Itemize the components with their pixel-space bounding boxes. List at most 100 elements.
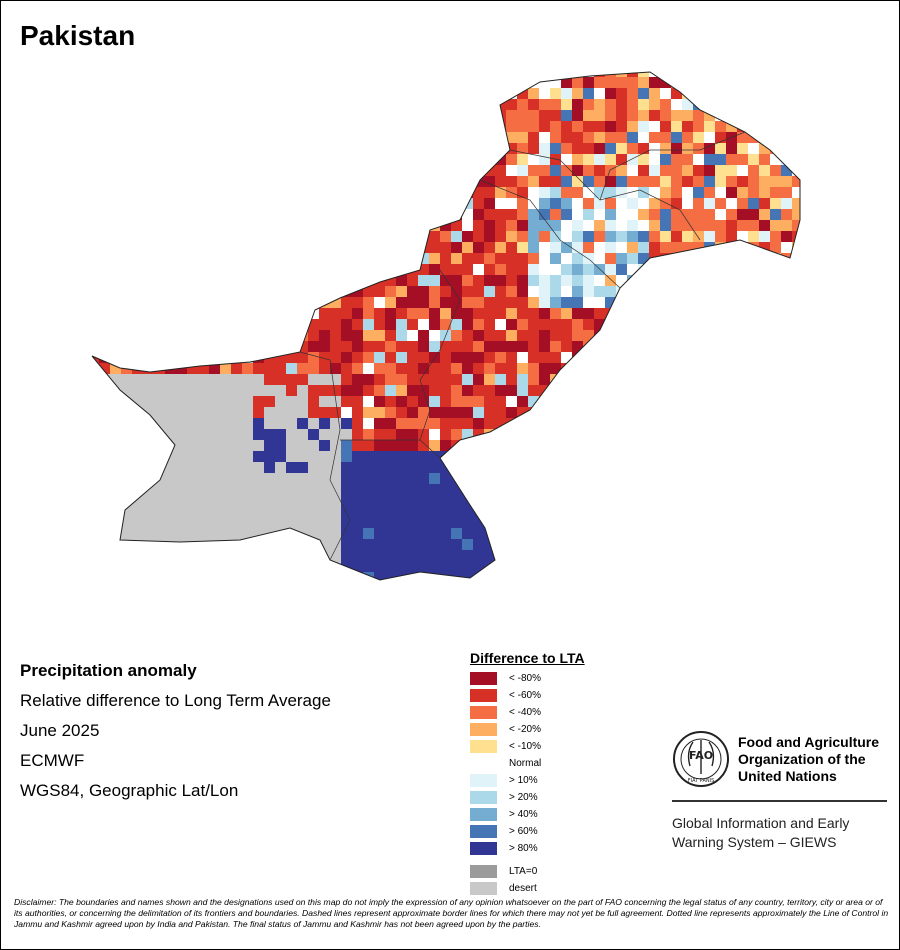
grid-cell [253,396,264,407]
grid-cell [231,297,242,308]
grid-cell [484,198,495,209]
grid-cell [121,396,132,407]
grid-cell [792,132,800,143]
grid-cell [803,374,814,385]
grid-cell [418,528,429,539]
grid-cell [176,198,187,209]
grid-cell [253,121,264,132]
grid-cell [594,440,605,451]
grid-cell [253,572,264,580]
grid-cell [561,154,572,165]
grid-cell [341,341,352,352]
grid-cell [462,99,473,110]
grid-cell [429,176,440,187]
grid-cell [220,187,231,198]
grid-cell [99,484,110,495]
grid-cell [418,352,429,363]
legend-label: < -20% [509,724,541,735]
grid-cell [132,143,143,154]
grid-cell [462,143,473,154]
grid-cell [154,572,165,580]
grid-cell [275,561,286,572]
grid-cell [253,308,264,319]
grid-cell [363,308,374,319]
grid-cell [484,132,495,143]
grid-cell [759,572,770,580]
grid-cell [726,396,737,407]
grid-cell [484,176,495,187]
grid-cell [396,297,407,308]
grid-cell [363,374,374,385]
grid-cell [539,352,550,363]
grid-cell [803,99,814,110]
grid-cell [726,550,737,561]
grid-cell [209,286,220,297]
grid-cell [92,88,99,99]
grid-cell [693,264,704,275]
grid-cell [330,198,341,209]
grid-cell [616,363,627,374]
grid-cell [110,88,121,99]
grid-cell [308,517,319,528]
grid-cell [781,352,792,363]
grid-cell [539,88,550,99]
grid-cell [693,462,704,473]
grid-cell [462,462,473,473]
grid-cell [92,462,99,473]
grid-cell [803,209,814,220]
grid-cell [451,583,462,594]
grid-cell [352,72,363,77]
grid-cell [264,143,275,154]
grid-cell [363,231,374,242]
grid-cell [528,341,539,352]
grid-cell [319,132,330,143]
grid-cell [187,363,198,374]
grid-cell [352,176,363,187]
grid-cell [154,132,165,143]
grid-cell [352,352,363,363]
grid-cell [594,418,605,429]
grid-cell [748,374,759,385]
legend-item: < -60% [470,687,585,704]
grid-cell [341,187,352,198]
grid-cell [319,77,330,88]
grid-cell [374,198,385,209]
grid-cell [671,143,682,154]
grid-cell [704,484,715,495]
legend-title: Difference to LTA [470,650,585,666]
grid-cell [143,418,154,429]
grid-cell [231,550,242,561]
grid-cell [220,121,231,132]
grid-cell [231,308,242,319]
grid-cell [539,154,550,165]
grid-cell [792,220,800,231]
grid-cell [319,451,330,462]
grid-cell [374,462,385,473]
grid-cell [770,473,781,484]
grid-cell [418,286,429,297]
grid-cell [231,77,242,88]
grid-cell [99,407,110,418]
grid-cell [550,561,561,572]
grid-cell [374,72,385,77]
grid-cell [132,583,143,594]
grid-cell [671,286,682,297]
grid-cell [462,110,473,121]
grid-cell [220,242,231,253]
grid-cell [561,528,572,539]
grid-cell [682,352,693,363]
grid-cell [396,275,407,286]
grid-cell [220,385,231,396]
grid-cell [561,352,572,363]
grid-cell [165,429,176,440]
grid-cell [308,286,319,297]
grid-cell [495,561,506,572]
grid-cell [572,275,583,286]
grid-cell [231,506,242,517]
grid-cell [660,308,671,319]
grid-cell [319,297,330,308]
grid-cell [484,110,495,121]
grid-cell [704,319,715,330]
grid-cell [121,473,132,484]
grid-cell [220,484,231,495]
